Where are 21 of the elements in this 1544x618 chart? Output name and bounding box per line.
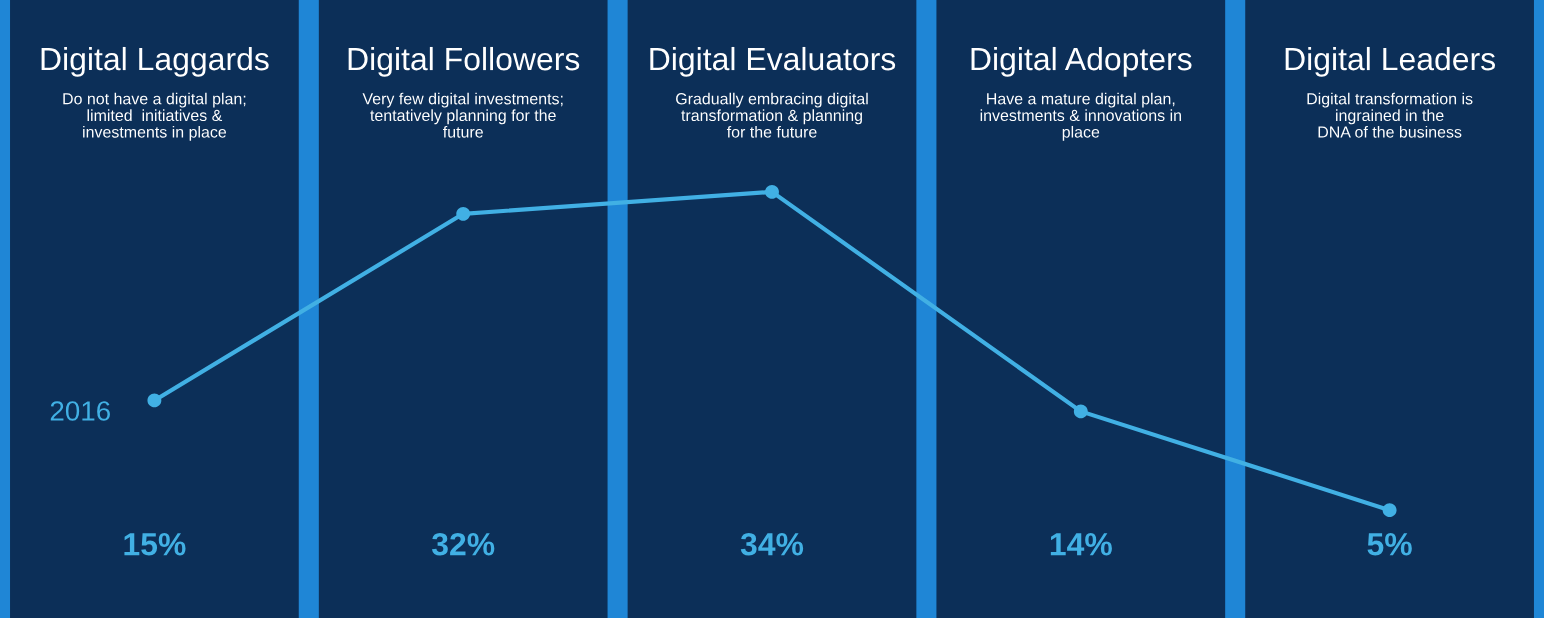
data-label: 32%	[431, 532, 495, 556]
point	[765, 184, 779, 199]
text: Very few digital investments; tentatively planning for the future	[362, 92, 563, 138]
data-label: 15%	[124, 532, 186, 556]
x-tick-label: Digital Adopters	[971, 46, 1192, 77]
x-tick-label: Digital Laggards	[41, 46, 269, 77]
x-tick-label: Digital Leaders	[1285, 46, 1495, 77]
data-label: 5%	[1367, 532, 1412, 556]
data-label: 34%	[740, 532, 804, 556]
text: Do not have a digital plan; limited initiatives & investments in place	[63, 92, 246, 141]
point	[456, 206, 471, 221]
point	[147, 393, 162, 408]
point	[1073, 404, 1088, 419]
x-tick-label: Digital Followers	[348, 46, 580, 77]
series-label: 2016	[50, 401, 110, 421]
x-tick-label: Digital Evaluators	[650, 46, 896, 77]
data-label: 14%	[1050, 532, 1112, 556]
point	[1382, 503, 1397, 518]
text: Digital transformation is ingrained in the DNA of the business	[1307, 92, 1473, 138]
text: Gradually embracing digital transformation & planning for the future	[676, 92, 868, 138]
text: Have a mature digital plan, investments & innovations in place	[980, 92, 1181, 141]
